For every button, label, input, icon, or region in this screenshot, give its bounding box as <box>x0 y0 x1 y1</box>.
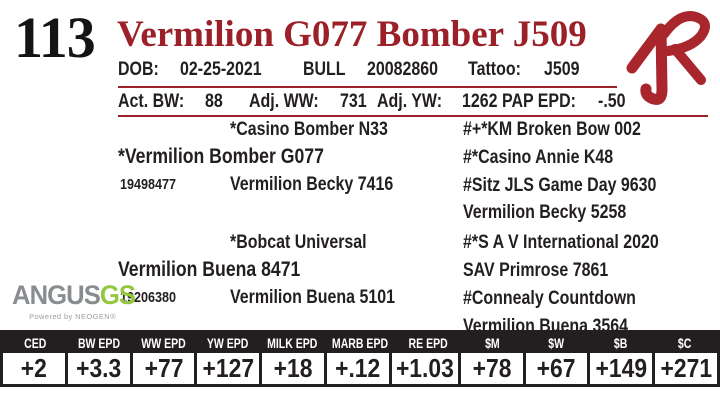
epd-value-ced: +2 <box>3 353 68 384</box>
tattoo-value: J509 <box>543 59 580 80</box>
dam-name: Vermilion Buena 8471 <box>118 258 301 281</box>
header-divider-1 <box>118 86 617 88</box>
angus-gs-wordmark: ANGUSGS <box>12 280 136 311</box>
angus-gs-logo: ANGUSGS Powered by NEOGEN® <box>12 280 136 321</box>
epd-header-dollar-b: $B <box>613 335 628 351</box>
epd-value-milk: +18 <box>262 353 328 384</box>
act-bw-label: Act. BW: <box>118 91 185 112</box>
epd-header-dollar-w: $W <box>548 335 565 351</box>
epd-value-ww: +77 <box>133 353 198 384</box>
epd-table: CED BW EPD WW EPD YW EPD MILK EPD MARB E… <box>0 330 720 387</box>
sire-granddam: Vermilion Becky 7416 <box>230 174 394 195</box>
dob-field: DOB: 02-25-2021 <box>118 59 277 81</box>
sire-ancestor-2: #*Casino Annie K48 <box>463 147 614 168</box>
vermilion-ranch-brand-icon <box>626 11 710 105</box>
sire-registration: 19498477 <box>120 176 177 193</box>
tattoo-label: Tattoo: <box>468 59 521 80</box>
sex-label: BULL <box>303 59 346 80</box>
epd-header-row: CED BW EPD WW EPD YW EPD MILK EPD MARB E… <box>3 333 717 353</box>
epd-header-ww: WW EPD <box>141 335 186 351</box>
epd-value-dollar-w: +67 <box>526 353 591 384</box>
angus-word: ANGUS <box>12 280 101 310</box>
page-title: Vermilion G077 Bomber J509 <box>117 14 587 55</box>
epd-header-dollar-c: $C <box>678 335 692 351</box>
epd-value-yw: +127 <box>197 353 263 384</box>
epd-header-yw: YW EPD <box>206 335 249 351</box>
dam-ancestor-1: #*S A V International 2020 <box>463 232 659 253</box>
epd-header-ced: CED <box>23 335 47 351</box>
adj-ww-value: 731 <box>340 91 367 112</box>
dam-registration: 19206380 <box>120 289 177 306</box>
lot-number: 113 <box>14 5 96 70</box>
epd-header-milk: MILK EPD <box>266 335 318 351</box>
sire-ancestor-4: Vermilion Becky 5258 <box>463 202 627 223</box>
epd-value-re: +1.03 <box>392 353 461 384</box>
dam-grandsire: *Bobcat Universal <box>230 232 367 253</box>
registration-number: 20082860 <box>366 59 438 80</box>
gs-word: GS <box>99 280 136 310</box>
epd-value-dollar-m: +78 <box>461 353 526 384</box>
sire-grandsire: *Casino Bomber N33 <box>230 119 388 140</box>
epd-value-dollar-b: +149 <box>590 353 656 384</box>
dob-label: DOB: <box>118 59 159 80</box>
sire-ancestor-3: #Sitz JLS Game Day 9630 <box>463 175 657 196</box>
adj-ww-field: Adj. WW: 731 <box>249 91 372 113</box>
act-bw-value: 88 <box>204 91 223 112</box>
epd-value-marb: +.12 <box>327 353 392 384</box>
adj-ww-label: Adj. WW: <box>249 91 319 112</box>
adj-yw-field: Adj. YW: 1262 <box>377 91 505 113</box>
epd-header-dollar-m: $M <box>485 335 500 351</box>
angus-tagline: Powered by NEOGEN® <box>29 312 116 321</box>
epd-values-row: +2 +3.3 +77 +127 +18 +.12 +1.03 +78 +67 … <box>3 353 717 384</box>
epd-value-dollar-c: +271 <box>660 353 712 383</box>
adj-yw-label: Adj. YW: <box>377 91 443 112</box>
dob-value: 02-25-2021 <box>179 59 262 80</box>
pap-epd-field: PAP EPD: -.50 <box>502 91 631 113</box>
epd-header-marb: MARB EPD <box>332 335 389 351</box>
pap-epd-value: -.50 <box>598 91 626 112</box>
epd-header-bw: BW EPD <box>78 335 121 351</box>
dam-ancestor-2: SAV Primrose 7861 <box>463 260 609 281</box>
epd-value-bw: +3.3 <box>68 353 133 384</box>
pap-epd-label: PAP EPD: <box>502 91 576 112</box>
act-bw-field: Act. BW: 88 <box>118 91 226 113</box>
sire-name: *Vermilion Bomber G077 <box>118 145 324 168</box>
dam-granddam: Vermilion Buena 5101 <box>230 287 395 308</box>
tattoo-field: Tattoo: J509 <box>468 59 586 81</box>
sex-reg-field: BULL 20082860 <box>303 59 451 81</box>
sire-ancestor-1: #+*KM Broken Bow 002 <box>463 119 641 140</box>
header-divider-2 <box>118 115 708 117</box>
adj-yw-value: 1262 <box>462 91 498 112</box>
dam-ancestor-3: #Connealy Countdown <box>463 288 636 309</box>
epd-header-re: RE EPD <box>408 335 448 351</box>
